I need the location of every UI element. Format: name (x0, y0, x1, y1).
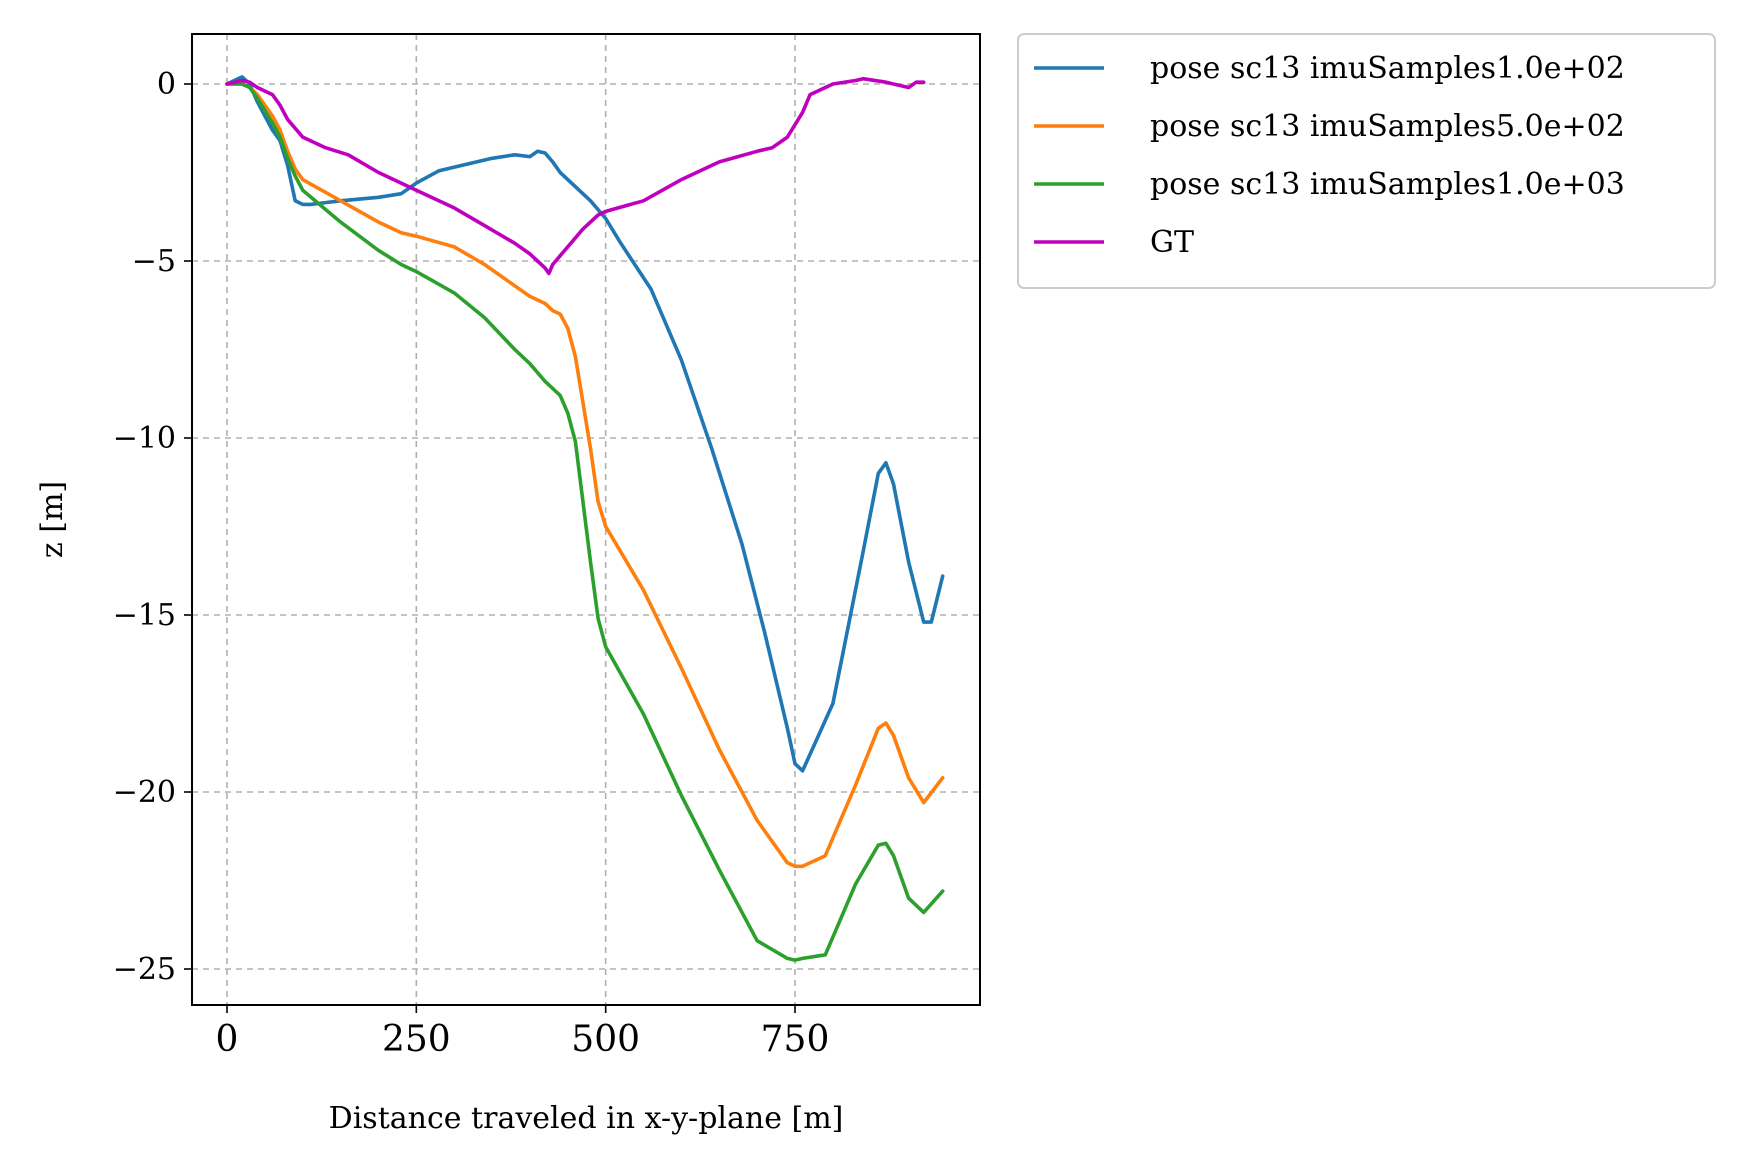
y-axis-label: z [m] (35, 481, 70, 558)
series-line-1 (225, 75, 945, 773)
grid (192, 34, 980, 1005)
y-tick-label: 0 (157, 67, 176, 102)
y-tick-label: −20 (113, 775, 176, 810)
x-tick-label: 0 (216, 1019, 239, 1060)
x-tick-label: 250 (382, 1019, 451, 1060)
legend-label-1: pose sc13 imuSamples1.0e+02 (1150, 51, 1625, 86)
y-tick-label: −15 (113, 598, 176, 633)
x-axis-label: Distance traveled in x-y-plane [m] (329, 1101, 844, 1136)
x-tick-label: 750 (761, 1019, 830, 1060)
legend: pose sc13 imuSamples1.0e+02 pose sc13 imu… (1017, 33, 1716, 289)
legend-box (1017, 33, 1716, 289)
legend-label-2: pose sc13 imuSamples5.0e+02 (1150, 109, 1625, 144)
y-tick-label: −5 (132, 244, 176, 279)
legend-label-3: pose sc13 imuSamples1.0e+03 (1150, 167, 1625, 202)
series-line-4 (225, 76, 926, 276)
legend-label-4: GT (1150, 225, 1194, 260)
plot-frame (191, 33, 981, 1006)
x-tick-label: 500 (571, 1019, 640, 1060)
series-line-2 (225, 82, 945, 869)
y-tick-label: −10 (113, 421, 176, 456)
axis-ticks: 0 250 500 750 0 −5 −10 −15 −20 −25 (113, 67, 830, 1060)
y-tick-label: −25 (113, 952, 176, 987)
plot-series (225, 75, 945, 962)
series-line-3 (225, 82, 945, 962)
